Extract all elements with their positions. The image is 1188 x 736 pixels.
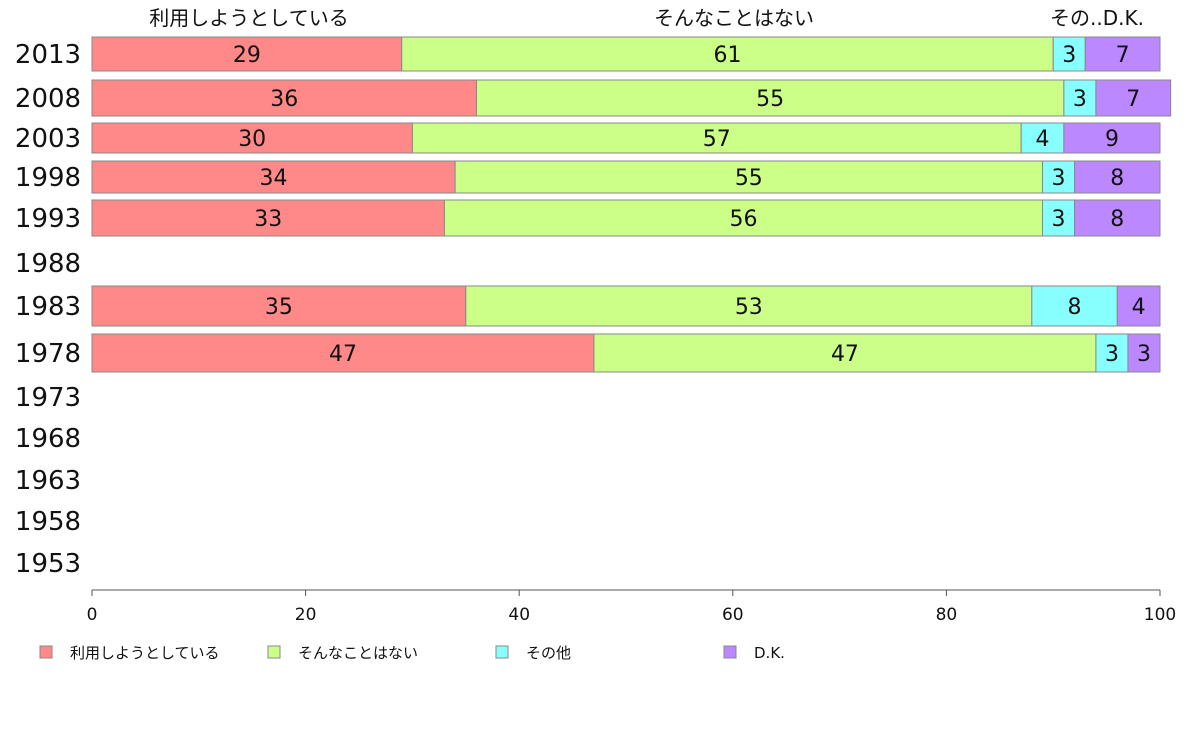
bar-segment-2013-3 xyxy=(1084,36,1161,72)
bar-value-1983-3: 4 xyxy=(1132,295,1146,320)
bar-value-1978-2: 3 xyxy=(1105,342,1119,367)
bar-segment-1993-0 xyxy=(91,199,445,237)
bar-value-2013-0: 29 xyxy=(233,43,261,68)
legend-swatch-3 xyxy=(723,645,737,659)
year-label-1998: 1998 xyxy=(15,163,81,193)
bar-value-1983-0: 35 xyxy=(265,295,293,320)
bar-segment-1998-0 xyxy=(91,160,456,194)
bar-value-1993-3: 8 xyxy=(1110,207,1124,232)
year-label-1958: 1958 xyxy=(15,507,81,537)
legend-swatch-1 xyxy=(267,645,281,659)
year-label-1973: 1973 xyxy=(15,383,81,413)
bar-segment-2008-2 xyxy=(1063,79,1097,117)
bar-value-2003-1: 57 xyxy=(703,127,731,152)
bar-segment-1993-1 xyxy=(443,199,1044,237)
year-label-1993: 1993 xyxy=(15,204,81,234)
bar-value-2008-3: 7 xyxy=(1126,87,1140,112)
bar-segment-2008-0 xyxy=(91,79,477,117)
bar-value-1978-0: 47 xyxy=(329,342,357,367)
top-label-0: 利用しようとしている xyxy=(149,6,348,30)
bar-segment-1978-0 xyxy=(91,333,595,373)
year-label-1988: 1988 xyxy=(15,249,81,279)
bar-value-1998-0: 34 xyxy=(260,166,288,191)
x-tick-label-60: 60 xyxy=(722,605,744,625)
x-tick-label-80: 80 xyxy=(936,605,958,625)
bar-value-1993-1: 56 xyxy=(729,207,757,232)
legend-label-1: そんなことはない xyxy=(298,644,418,662)
bar-value-1998-1: 55 xyxy=(735,166,763,191)
legend-label-2: その他 xyxy=(526,644,571,662)
bar-value-1993-2: 3 xyxy=(1052,207,1066,232)
bar-segment-2008-1 xyxy=(475,79,1065,117)
bar-value-1983-1: 53 xyxy=(735,295,763,320)
year-label-2013: 2013 xyxy=(15,40,81,70)
bar-segment-2003-3 xyxy=(1063,122,1161,154)
bar-value-1998-3: 8 xyxy=(1110,166,1124,191)
bar-segment-2003-1 xyxy=(411,122,1022,154)
legend-swatch-0 xyxy=(39,645,53,659)
year-label-1953: 1953 xyxy=(15,549,81,579)
year-label-1978: 1978 xyxy=(15,339,81,369)
bar-value-1978-1: 47 xyxy=(831,342,859,367)
bar-segment-2008-3 xyxy=(1095,79,1172,117)
bar-value-2013-3: 7 xyxy=(1116,43,1130,68)
bar-segment-2003-0 xyxy=(91,122,413,154)
bar-value-1998-2: 3 xyxy=(1052,166,1066,191)
bar-value-1993-0: 33 xyxy=(254,207,282,232)
x-tick-label-100: 100 xyxy=(1144,605,1176,625)
bar-segment-1983-1 xyxy=(465,285,1033,327)
bar-value-2008-2: 3 xyxy=(1073,87,1087,112)
bar-segment-1983-0 xyxy=(91,285,467,327)
bar-segment-1983-2 xyxy=(1031,285,1118,327)
bar-value-2003-0: 30 xyxy=(238,127,266,152)
bar-segment-1998-1 xyxy=(454,160,1044,194)
bar-value-2003-2: 4 xyxy=(1036,127,1050,152)
year-label-1983: 1983 xyxy=(15,292,81,322)
bar-value-2013-2: 3 xyxy=(1062,43,1076,68)
bar-segment-1993-3 xyxy=(1074,199,1161,237)
bar-segment-1978-2 xyxy=(1095,333,1129,373)
year-label-2008: 2008 xyxy=(15,84,81,114)
bar-value-1983-2: 8 xyxy=(1068,295,1082,320)
bar-segment-2013-2 xyxy=(1052,36,1086,72)
bar-value-2008-0: 36 xyxy=(270,87,298,112)
bar-value-2013-1: 61 xyxy=(713,43,741,68)
top-label-2: その..D.K. xyxy=(1050,6,1144,30)
year-label-1968: 1968 xyxy=(15,424,81,454)
bar-segment-1998-3 xyxy=(1074,160,1161,194)
bar-segment-2013-1 xyxy=(401,36,1054,72)
legend-label-3: D.K. xyxy=(754,644,785,662)
bar-value-1978-3: 3 xyxy=(1137,342,1151,367)
bar-value-2003-3: 9 xyxy=(1105,127,1119,152)
x-tick-label-20: 20 xyxy=(295,605,317,625)
year-label-2003: 2003 xyxy=(15,124,81,154)
legend-label-0: 利用しようとしている xyxy=(70,644,220,662)
x-tick-label-0: 0 xyxy=(87,605,98,625)
top-label-1: そんなことはない xyxy=(654,6,814,30)
year-label-1963: 1963 xyxy=(15,466,81,496)
legend-swatch-2 xyxy=(495,645,509,659)
bar-segment-1978-3 xyxy=(1127,333,1161,373)
bar-segment-1993-2 xyxy=(1042,199,1076,237)
bar-segment-2013-0 xyxy=(91,36,403,72)
bar-segment-1983-3 xyxy=(1116,285,1161,327)
bar-value-2008-1: 55 xyxy=(756,87,784,112)
x-tick-label-40: 40 xyxy=(508,605,530,625)
